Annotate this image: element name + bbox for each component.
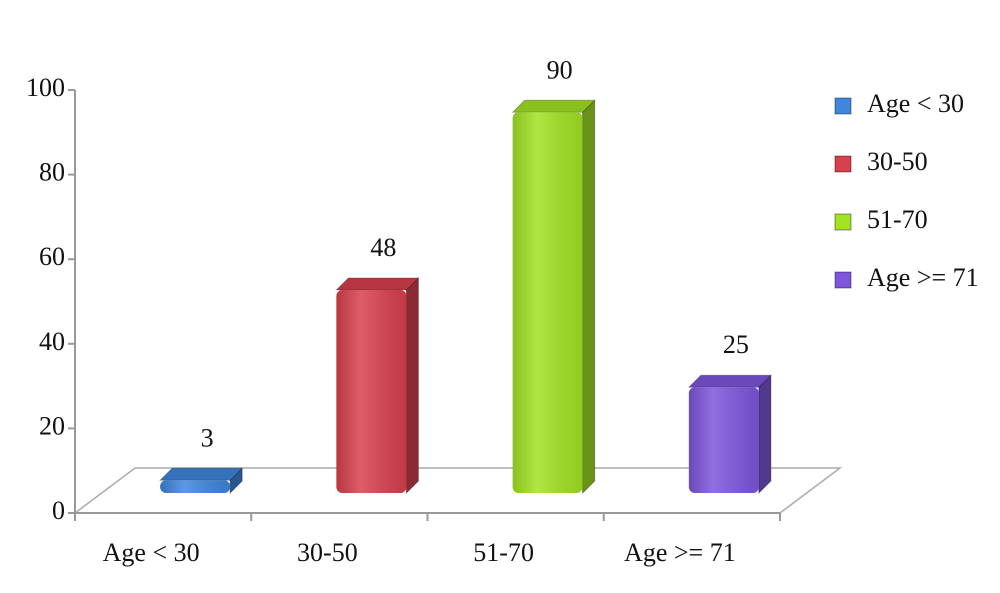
- x-tick-label: 51-70: [473, 538, 534, 567]
- y-tick-label: 0: [52, 496, 65, 525]
- x-tick-label: Age < 30: [103, 538, 200, 567]
- y-tick-label: 20: [39, 411, 65, 440]
- bar-shade: [160, 480, 231, 493]
- bar-top: [687, 374, 773, 388]
- value-label: 90: [547, 55, 573, 84]
- legend-label: Age >= 71: [867, 263, 979, 292]
- legend-swatch: [834, 213, 852, 231]
- legend-swatch: [834, 155, 852, 173]
- y-tick-label: 60: [39, 242, 65, 271]
- bar-top: [511, 99, 596, 113]
- legend-swatch: [834, 271, 852, 289]
- bar-side: [405, 276, 419, 495]
- bar-shade: [688, 387, 759, 493]
- y-tick-label: 80: [39, 158, 65, 187]
- value-label: 25: [723, 330, 749, 359]
- value-label: 3: [201, 423, 214, 452]
- legend-swatch: [834, 97, 852, 115]
- y-tick-label: 100: [26, 73, 65, 102]
- legend-label: Age < 30: [867, 89, 964, 118]
- x-tick-label: Age >= 71: [624, 538, 736, 567]
- legend-label: 51-70: [867, 205, 928, 234]
- value-label: 48: [370, 233, 396, 262]
- legend-label: 30-50: [867, 147, 928, 176]
- bar-top: [335, 277, 420, 291]
- bar-shade: [512, 112, 583, 494]
- bar-shade: [336, 289, 407, 493]
- y-tick-label: 40: [39, 327, 65, 356]
- x-tick-label: 30-50: [297, 538, 358, 567]
- bar-side: [758, 374, 772, 495]
- bar-side: [582, 99, 596, 495]
- bar-top: [158, 467, 244, 481]
